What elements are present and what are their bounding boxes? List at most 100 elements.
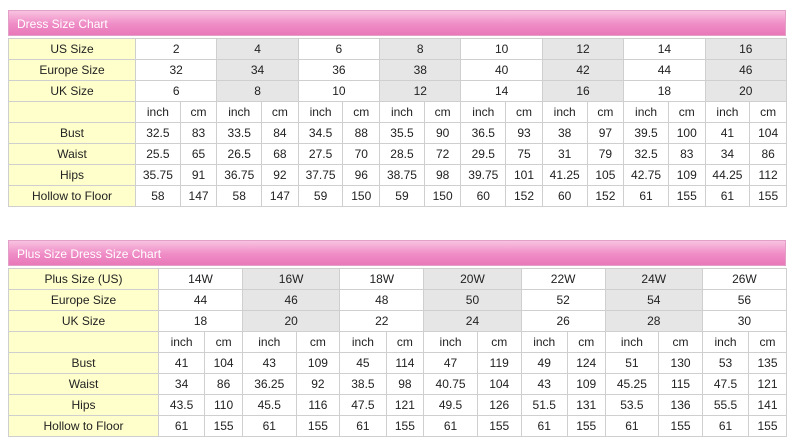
size-value: 22W <box>520 268 606 290</box>
unit-label: cm <box>423 101 462 123</box>
size-value: 22 <box>339 310 425 332</box>
unit-row: inch cm inch cm inch cm inch cm inch cm inch cm inch… <box>8 101 787 123</box>
measure-value: 38.5 <box>339 373 387 395</box>
unit-row: inch cm inch cm inch cm inch cm inch cm inch cm inch… <box>8 331 787 353</box>
unit-label: cm <box>658 331 703 353</box>
measure-value: 45.25 <box>604 373 660 395</box>
size-row: UK Size 18 20 22 24 26 28 30 <box>8 310 787 332</box>
size-value: 52 <box>520 289 606 311</box>
unit-label: inch <box>423 331 478 353</box>
measure-value: 68 <box>261 143 299 165</box>
measure-value: 121 <box>385 394 425 416</box>
unit-label: cm <box>748 331 787 353</box>
measure-value: 40.75 <box>423 373 478 395</box>
measure-value: 121 <box>748 373 787 395</box>
measure-value: 38.75 <box>379 164 425 186</box>
size-row: US Size 2 4 6 8 10 12 14 16 <box>8 38 787 60</box>
row-label: UK Size <box>8 80 136 102</box>
unit-label: inch <box>339 331 387 353</box>
unit-label: cm <box>179 101 218 123</box>
measure-value: 150 <box>342 185 381 207</box>
measure-value: 36.75 <box>216 164 263 186</box>
measure-value: 34 <box>157 373 206 395</box>
row-label: Hollow to Floor <box>8 415 159 437</box>
measure-value: 100 <box>667 122 706 144</box>
size-value: 12 <box>541 38 625 60</box>
size-value: 18 <box>623 80 706 102</box>
row-label: Waist <box>8 143 136 165</box>
measure-value: 147 <box>179 185 218 207</box>
measure-value: 86 <box>749 143 787 165</box>
size-value: 4 <box>216 38 299 60</box>
size-value: 38 <box>379 59 462 81</box>
unit-label: cm <box>566 331 606 353</box>
measure-value: 58 <box>216 185 263 207</box>
size-row: Europe Size 32 34 36 38 40 42 44 46 <box>8 59 787 81</box>
size-value: 10 <box>460 38 543 60</box>
measure-row: Hollow to Floor 61 155 61 155 61 155 61 155 61 155… <box>8 415 787 437</box>
measure-value: 25.5 <box>135 143 181 165</box>
unit-label: cm <box>586 101 625 123</box>
measure-value: 61 <box>701 415 750 437</box>
measure-value: 36.5 <box>460 122 507 144</box>
unit-label: cm <box>749 101 787 123</box>
measure-value: 61 <box>423 415 478 437</box>
size-value: 16 <box>541 80 625 102</box>
unit-label: cm <box>295 331 341 353</box>
measure-value: 59 <box>297 185 344 207</box>
measure-value: 34 <box>704 143 751 165</box>
measure-value: 109 <box>667 164 706 186</box>
row-label: Bust <box>8 122 136 144</box>
measure-value: 93 <box>505 122 543 144</box>
measure-value: 29.5 <box>460 143 507 165</box>
size-value: 16W <box>241 268 341 290</box>
measure-row: Waist 25.5 65 26.5 68 27.5 70 28.5 72 29.5 75 31 79 3… <box>8 143 787 165</box>
size-value: 44 <box>623 59 706 81</box>
measure-value: 61 <box>704 185 751 207</box>
measure-value: 43 <box>241 352 297 374</box>
measure-value: 43.5 <box>157 394 206 416</box>
measure-value: 98 <box>423 164 462 186</box>
measure-value: 45 <box>339 352 387 374</box>
unit-label: inch <box>604 331 660 353</box>
size-value: 36 <box>297 59 381 81</box>
measure-value: 41 <box>704 122 751 144</box>
size-table: Plus Size (US) 14W 16W 18W 20W 22W 24W 26W Europ… <box>8 268 787 437</box>
measure-value: 155 <box>385 415 425 437</box>
measure-value: 61 <box>157 415 206 437</box>
measure-value: 104 <box>476 373 522 395</box>
measure-value: 112 <box>749 164 787 186</box>
measure-value: 101 <box>505 164 543 186</box>
row-label: Waist <box>8 373 159 395</box>
measure-value: 70 <box>342 143 381 165</box>
row-label: Hollow to Floor <box>8 185 136 207</box>
row-label: Hips <box>8 164 136 186</box>
measure-value: 91 <box>179 164 218 186</box>
measure-value: 35.5 <box>379 122 425 144</box>
measure-value: 104 <box>204 352 243 374</box>
measure-value: 131 <box>566 394 606 416</box>
size-value: 6 <box>134 80 218 102</box>
measure-value: 104 <box>749 122 787 144</box>
measure-value: 152 <box>586 185 625 207</box>
measure-value: 155 <box>295 415 341 437</box>
size-value: 26 <box>520 310 606 332</box>
measure-value: 49.5 <box>423 394 478 416</box>
unit-label: inch <box>297 101 344 123</box>
unit-label: cm <box>505 101 543 123</box>
unit-label: cm <box>342 101 381 123</box>
measure-value: 92 <box>261 164 299 186</box>
measure-value: 98 <box>385 373 425 395</box>
measure-value: 59 <box>379 185 425 207</box>
size-value: 30 <box>701 310 787 332</box>
row-label <box>8 101 136 123</box>
unit-label: cm <box>261 101 299 123</box>
measure-value: 41 <box>157 352 206 374</box>
measure-value: 61 <box>604 415 660 437</box>
size-value: 26W <box>701 268 787 290</box>
measure-value: 88 <box>342 122 381 144</box>
unit-label: inch <box>216 101 263 123</box>
size-value: 40 <box>460 59 543 81</box>
measure-value: 39.75 <box>460 164 507 186</box>
measure-value: 114 <box>385 352 425 374</box>
